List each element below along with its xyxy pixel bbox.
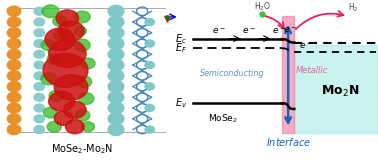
Text: $e^-$: $e^-$ bbox=[272, 26, 286, 36]
Circle shape bbox=[64, 101, 86, 118]
Circle shape bbox=[34, 7, 45, 15]
Circle shape bbox=[7, 71, 21, 81]
Circle shape bbox=[56, 10, 79, 27]
Circle shape bbox=[43, 107, 57, 118]
Circle shape bbox=[54, 75, 88, 100]
Circle shape bbox=[7, 49, 21, 59]
Circle shape bbox=[145, 61, 154, 68]
Circle shape bbox=[7, 60, 21, 70]
Circle shape bbox=[7, 38, 21, 49]
Circle shape bbox=[7, 6, 21, 16]
Circle shape bbox=[34, 29, 45, 37]
Bar bbox=[282, 16, 294, 133]
Circle shape bbox=[145, 104, 154, 112]
Circle shape bbox=[49, 39, 86, 68]
Circle shape bbox=[53, 30, 67, 40]
Circle shape bbox=[108, 16, 124, 28]
Circle shape bbox=[34, 72, 45, 80]
Circle shape bbox=[108, 124, 124, 136]
Circle shape bbox=[78, 93, 94, 104]
Circle shape bbox=[81, 58, 95, 69]
Circle shape bbox=[145, 19, 154, 26]
Text: H$_2$O: H$_2$O bbox=[254, 0, 271, 13]
Circle shape bbox=[74, 11, 90, 23]
Circle shape bbox=[108, 81, 124, 92]
Circle shape bbox=[108, 5, 124, 17]
Bar bbox=[294, 45, 378, 133]
Circle shape bbox=[7, 124, 21, 135]
Circle shape bbox=[49, 92, 75, 111]
Circle shape bbox=[41, 39, 56, 51]
Text: $E_F$: $E_F$ bbox=[175, 41, 187, 55]
Circle shape bbox=[65, 120, 84, 134]
Circle shape bbox=[74, 26, 87, 36]
Circle shape bbox=[108, 59, 124, 71]
Text: $e^-$: $e^-$ bbox=[299, 41, 312, 51]
Circle shape bbox=[108, 38, 124, 49]
Circle shape bbox=[7, 17, 21, 27]
Circle shape bbox=[42, 5, 59, 18]
Text: MoSe$_2$: MoSe$_2$ bbox=[208, 112, 238, 125]
Text: $E_v$: $E_v$ bbox=[175, 96, 187, 110]
Circle shape bbox=[108, 48, 124, 60]
Circle shape bbox=[45, 28, 75, 51]
Circle shape bbox=[7, 92, 21, 102]
Circle shape bbox=[145, 40, 154, 47]
Circle shape bbox=[53, 16, 67, 26]
Circle shape bbox=[34, 93, 45, 101]
Circle shape bbox=[47, 121, 61, 132]
Circle shape bbox=[34, 126, 45, 133]
Circle shape bbox=[34, 104, 45, 112]
Circle shape bbox=[49, 90, 63, 101]
Text: Mo$_2$N: Mo$_2$N bbox=[321, 84, 360, 99]
Text: $e^-$: $e^-$ bbox=[283, 25, 297, 35]
Text: Semiconducting: Semiconducting bbox=[200, 69, 264, 78]
Circle shape bbox=[81, 122, 94, 132]
Circle shape bbox=[54, 111, 73, 125]
Circle shape bbox=[7, 28, 21, 38]
Circle shape bbox=[43, 53, 88, 87]
Circle shape bbox=[7, 114, 21, 124]
Text: MoSe$_2$-Mo$_2$N: MoSe$_2$-Mo$_2$N bbox=[51, 142, 113, 156]
Circle shape bbox=[34, 40, 45, 48]
Circle shape bbox=[77, 76, 92, 87]
Circle shape bbox=[58, 21, 84, 41]
Circle shape bbox=[108, 102, 124, 114]
Text: $E_c$: $E_c$ bbox=[175, 32, 187, 46]
Circle shape bbox=[34, 61, 45, 69]
Text: Metallic: Metallic bbox=[296, 66, 329, 75]
Circle shape bbox=[47, 54, 61, 64]
Circle shape bbox=[108, 113, 124, 125]
Circle shape bbox=[75, 110, 90, 121]
Circle shape bbox=[108, 91, 124, 103]
Text: $\bf{\it{Interface}}$: $\bf{\it{Interface}}$ bbox=[266, 136, 311, 148]
Circle shape bbox=[145, 83, 154, 90]
Circle shape bbox=[34, 50, 45, 58]
Circle shape bbox=[108, 70, 124, 82]
Circle shape bbox=[34, 83, 45, 90]
Circle shape bbox=[34, 18, 45, 26]
Circle shape bbox=[74, 39, 90, 51]
Text: H$_2$: H$_2$ bbox=[348, 1, 359, 14]
Circle shape bbox=[7, 81, 21, 92]
Circle shape bbox=[145, 126, 154, 133]
Circle shape bbox=[108, 27, 124, 39]
Text: $e^-$: $e^-$ bbox=[212, 26, 226, 36]
Circle shape bbox=[7, 103, 21, 113]
Text: $e^-$: $e^-$ bbox=[242, 26, 256, 36]
Circle shape bbox=[41, 73, 56, 85]
Circle shape bbox=[34, 115, 45, 123]
